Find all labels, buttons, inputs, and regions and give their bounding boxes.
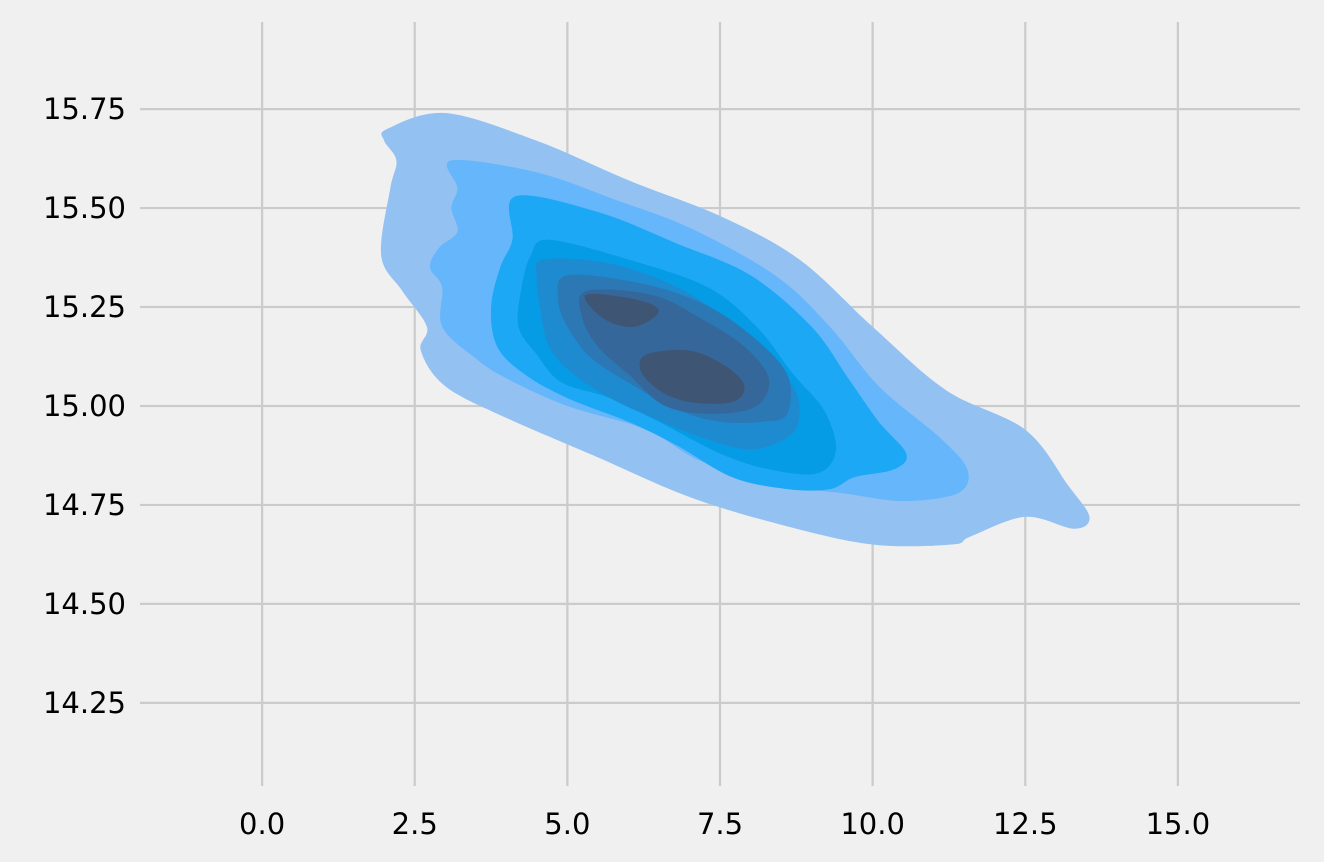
y-tick-label: 15.50	[43, 191, 126, 225]
density-level-8	[639, 349, 745, 404]
density-contours	[380, 112, 1090, 547]
density-level-8	[584, 293, 659, 328]
x-tick-label: 5.0	[544, 807, 590, 841]
y-tick-label: 14.25	[43, 686, 126, 720]
tick-labels: 0.0 2.5 5.0 7.5 10.0 12.5 15.0 14.25 14.50 14.75 1…	[43, 92, 1210, 841]
x-tick-label: 2.5	[392, 807, 438, 841]
y-tick-label: 15.75	[43, 92, 126, 126]
y-tick-label: 14.75	[43, 488, 126, 522]
x-tick-label: 0.0	[239, 807, 285, 841]
y-tick-label: 15.00	[43, 389, 126, 423]
y-tick-label: 15.25	[43, 290, 126, 324]
x-tick-label: 12.5	[993, 807, 1058, 841]
x-tick-label: 15.0	[1146, 807, 1211, 841]
y-tick-label: 14.50	[43, 587, 126, 621]
x-tick-label: 10.0	[840, 807, 905, 841]
x-tick-label: 7.5	[697, 807, 743, 841]
